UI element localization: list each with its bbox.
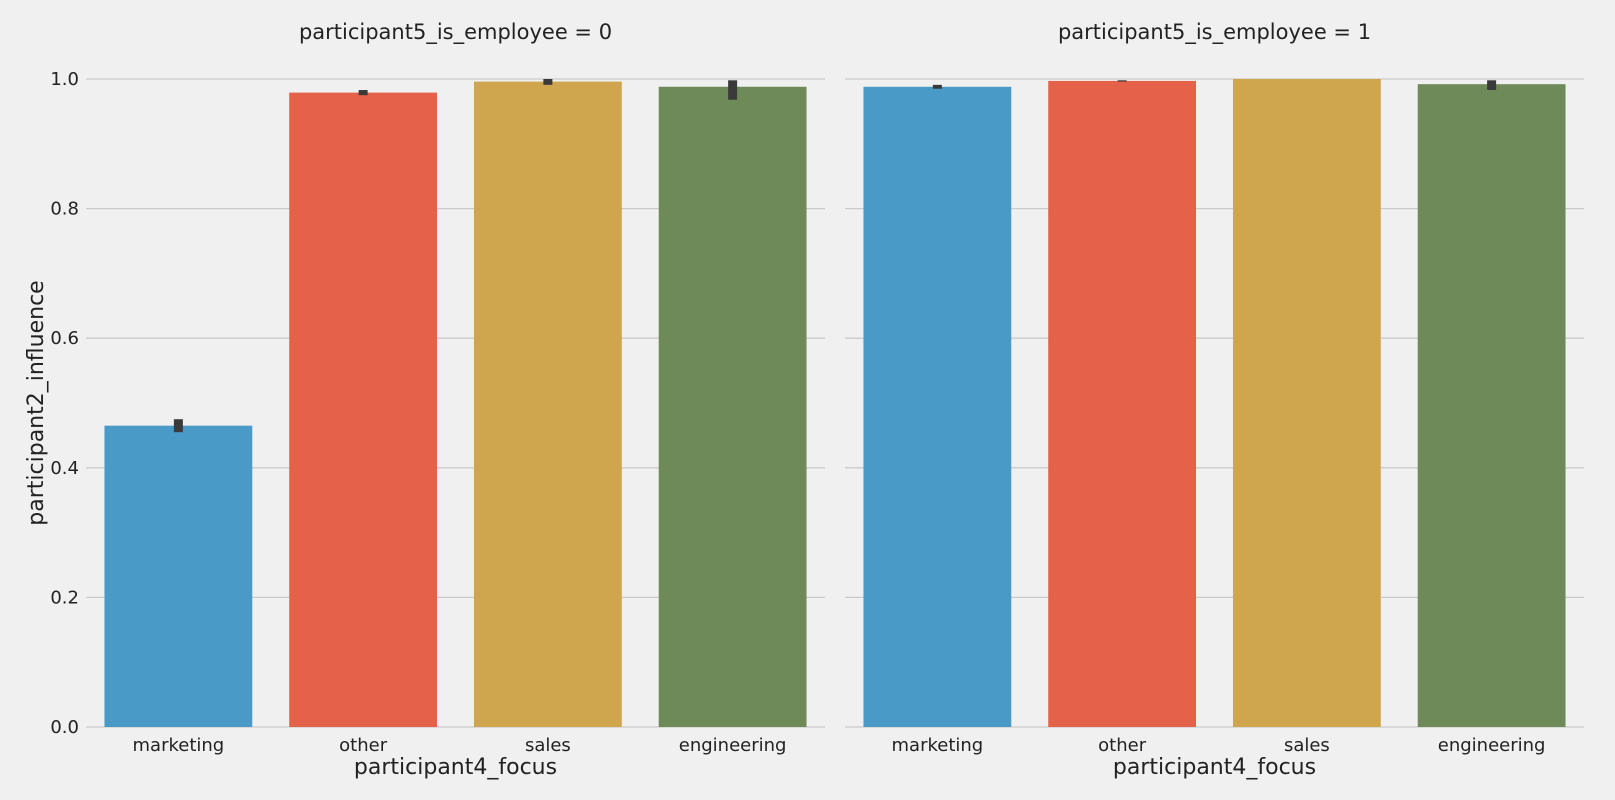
y-tick-label: 0.6 [50, 328, 79, 349]
bar-other [1048, 80, 1197, 728]
bar-marketing [863, 86, 1012, 727]
x-tick-label: other [339, 735, 388, 756]
y-tick-label: 0.4 [50, 458, 79, 479]
y-tick-label: 0.0 [50, 717, 79, 738]
y-tick-label: 1.0 [50, 69, 79, 90]
bar-sales [473, 81, 622, 728]
bar-other [289, 92, 438, 727]
x-tick-label: engineering [679, 735, 787, 756]
x-axis-label: participant4_focus [1113, 755, 1316, 780]
bar-engineering [658, 86, 807, 727]
x-tick-label: sales [525, 735, 571, 756]
x-tick-label: sales [1284, 735, 1330, 756]
y-tick-label: 0.8 [50, 199, 79, 220]
bar-engineering [1417, 84, 1566, 727]
panel-title: participant5_is_employee = 1 [1058, 20, 1371, 45]
x-tick-label: marketing [133, 735, 225, 756]
x-tick-label: engineering [1438, 735, 1546, 756]
panel-title: participant5_is_employee = 0 [299, 20, 612, 45]
x-tick-label: marketing [892, 735, 984, 756]
panel-0: 0.0 0.2 0.4 0.6 0.8 1.0 marketing other sales eng… [24, 20, 825, 780]
y-axis-label: participant2_influence [24, 280, 49, 525]
panel-1: marketing other sales engineering participan… [845, 20, 1584, 780]
bar-sales [1232, 79, 1381, 727]
x-axis-label: participant4_focus [354, 755, 557, 780]
bar-marketing [104, 425, 253, 727]
y-tick-label: 0.2 [50, 587, 79, 608]
x-tick-label: other [1098, 735, 1147, 756]
